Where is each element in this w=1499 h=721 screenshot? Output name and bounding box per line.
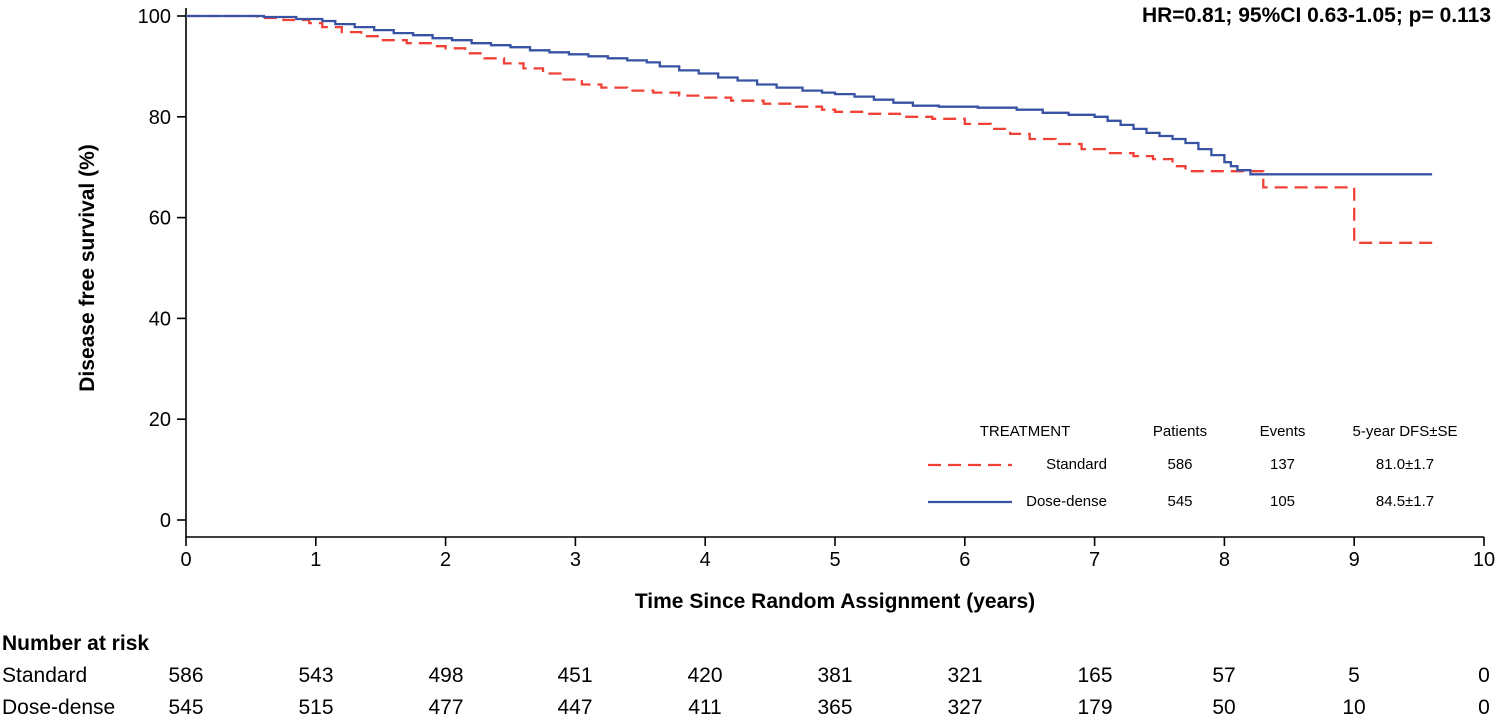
legend-patients-value: 586: [1167, 456, 1193, 473]
x-tick-label: 6: [959, 549, 970, 571]
risk-count: 5: [1348, 664, 1360, 687]
risk-row-standard: Standard 586 543 498 451 420 381 321 165 57 5 0: [0, 664, 1499, 688]
km-curve-standard: [186, 14, 1439, 244]
legend-dfs-value: 84.5±1.7: [1375, 493, 1435, 510]
legend-events-value: 137: [1269, 456, 1296, 473]
risk-count: 498: [428, 664, 464, 687]
number-at-risk-title: Number at risk: [2, 632, 150, 655]
risk-count: 447: [557, 696, 593, 719]
legend-table: TREATMENT Patients Events 5-year DFS±SE Stan…: [925, 416, 1480, 520]
legend-series-name: Standard: [1046, 456, 1107, 473]
risk-count: 57: [1212, 664, 1236, 687]
risk-count: 0: [1478, 696, 1490, 719]
legend-events-value: 105: [1269, 493, 1296, 510]
km-curve-dose-dense: [186, 14, 1433, 176]
risk-count: 10: [1342, 696, 1366, 719]
x-tick-label: 3: [570, 549, 581, 571]
risk-row-label: Dose-dense: [2, 696, 116, 719]
legend-line-sample-icon: [925, 499, 1015, 505]
x-tick-label: 10: [1473, 549, 1495, 571]
x-tick-label: 7: [1089, 549, 1100, 571]
risk-count: 586: [168, 664, 204, 687]
y-tick-label: 100: [138, 6, 171, 28]
legend-dfs-value: 81.0±1.7: [1375, 456, 1435, 473]
y-axis-title: Disease free survival (%): [76, 144, 99, 392]
legend-row-dose-dense: Dose-dense 545 105 84.5±1.7: [925, 483, 1480, 520]
risk-count: 0: [1478, 664, 1490, 687]
y-tick-label: 20: [149, 409, 171, 431]
risk-count: 477: [428, 696, 464, 719]
legend-header-patients: Patients: [1152, 422, 1208, 440]
risk-count: 179: [1077, 696, 1113, 719]
risk-count: 451: [557, 664, 593, 687]
risk-count: 381: [817, 664, 853, 687]
risk-row-label: Standard: [2, 664, 88, 687]
y-tick-label: 0: [160, 510, 171, 532]
legend-header-events: Events: [1259, 422, 1306, 440]
x-tick-label: 1: [310, 549, 321, 571]
x-tick-label: 8: [1219, 549, 1230, 571]
x-tick-label: 4: [700, 549, 711, 571]
x-axis-title: Time Since Random Assignment (years): [634, 590, 1036, 613]
x-tick-label: 9: [1349, 549, 1360, 571]
legend-line-sample-icon: [925, 462, 1015, 468]
risk-count: 365: [817, 696, 853, 719]
risk-count: 327: [947, 696, 983, 719]
y-tick-label: 80: [149, 107, 171, 129]
risk-count: 50: [1212, 696, 1236, 719]
x-tick-label: 0: [180, 549, 191, 571]
x-tick-label: 5: [829, 549, 840, 571]
legend-header-row: TREATMENT Patients Events 5-year DFS±SE: [925, 416, 1480, 446]
risk-count: 321: [947, 664, 983, 687]
hazard-ratio-annotation: HR=0.81; 95%CI 0.63-1.05; p= 0.113: [1141, 4, 1491, 27]
y-tick-label: 40: [149, 308, 171, 330]
risk-count: 545: [168, 696, 204, 719]
risk-count: 420: [687, 664, 723, 687]
legend-patients-value: 545: [1167, 493, 1193, 510]
risk-row-dose-dense: Dose-dense 545 515 477 447 411 365 327 179 50 10 0: [0, 696, 1499, 720]
risk-count: 543: [298, 664, 334, 687]
y-tick-label: 60: [149, 208, 171, 230]
legend-row-standard: Standard 586 137 81.0±1.7: [925, 446, 1480, 483]
legend-header-dfs: 5-year DFS±SE: [1352, 422, 1458, 440]
km-chart-svg: 0 20 40 60 80 100 0 1 2 3 4 5 6 7 8 9 10: [138, 6, 1496, 571]
risk-count: 411: [688, 696, 722, 719]
x-tick-label: 2: [440, 549, 451, 571]
risk-count: 165: [1077, 664, 1113, 687]
legend-header-treatment: TREATMENT: [979, 422, 1071, 440]
legend-series-name: Dose-dense: [1026, 493, 1107, 510]
risk-count: 515: [298, 696, 334, 719]
